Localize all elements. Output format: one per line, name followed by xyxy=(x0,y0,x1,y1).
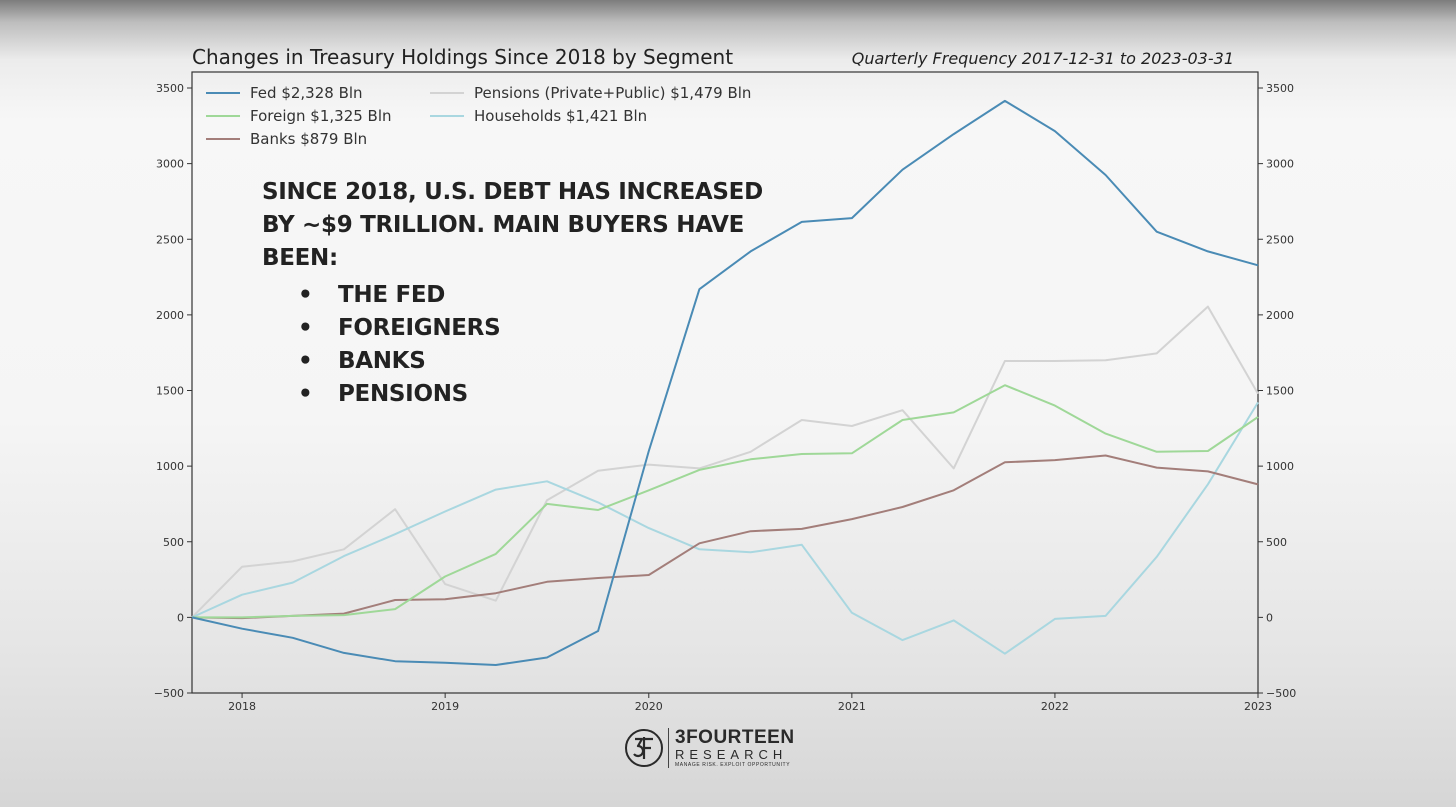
callout-headline: SINCE 2018, U.S. DEBT HAS INCREASED BY ~… xyxy=(262,179,763,271)
callout-bullet-foreigners: FOREIGNERS xyxy=(298,312,782,345)
y-tick-label-right: 1000 xyxy=(1266,460,1294,473)
y-tick-label-right: 3500 xyxy=(1266,82,1294,95)
x-tick-label: 2023 xyxy=(1244,700,1272,713)
brand-logo: 3FOURTEEN RESEARCH MANAGE RISK. EXPLOIT … xyxy=(624,728,795,768)
y-tick-label-right: 2500 xyxy=(1266,233,1294,246)
y-tick-label-left: 1500 xyxy=(156,385,184,398)
y-tick-label-right: 2000 xyxy=(1266,309,1294,322)
callout-bullet-fed: THE FED xyxy=(298,279,782,312)
y-tick-label-right: 3000 xyxy=(1266,158,1294,171)
callout-bullet-banks: BANKS xyxy=(298,345,782,378)
brand-logo-icon xyxy=(625,729,663,767)
legend-swatch-fed xyxy=(206,92,240,94)
legend-item-pensions: Pensions (Private+Public) $1,479 Bln xyxy=(430,84,751,102)
y-tick-label-left: 500 xyxy=(163,536,184,549)
y-tick-label-left: 3000 xyxy=(156,158,184,171)
y-tick-label-left: 1000 xyxy=(156,460,184,473)
legend-label-households: Households $1,421 Bln xyxy=(474,107,648,125)
axes-layer: −500 −500 0 0 500 500 1000 1000 1500 1500 2000 2000… xyxy=(154,71,1296,713)
legend-label-pensions: Pensions (Private+Public) $1,479 Bln xyxy=(474,84,752,102)
brand-logo-text: 3FOURTEEN RESEARCH MANAGE RISK. EXPLOIT … xyxy=(675,728,795,768)
chart-subtitle: Quarterly Frequency 2017-12-31 to 2023-0… xyxy=(851,49,1234,68)
legend-swatch-households xyxy=(430,115,464,117)
brand-logo-separator xyxy=(668,728,669,768)
legend-swatch-pensions xyxy=(430,92,464,94)
series-line-3 xyxy=(191,305,1259,619)
series-line-0 xyxy=(191,99,1259,666)
x-tick-label: 2022 xyxy=(1041,700,1069,713)
y-tick-label-left: 0 xyxy=(177,611,184,624)
legend-label-banks: Banks $879 Bln xyxy=(250,130,368,148)
series-line-1 xyxy=(192,384,1259,619)
legend-label-foreign: Foreign $1,325 Bln xyxy=(250,107,392,125)
brand-tagline: MANAGE RISK. EXPLOIT OPPORTUNITY xyxy=(675,762,791,768)
x-tick-label: 2019 xyxy=(431,700,459,713)
callout-bullet-list: THE FED FOREIGNERS BANKS PENSIONS xyxy=(262,279,782,411)
legend-swatch-foreign xyxy=(206,115,240,117)
y-tick-label-left: 2500 xyxy=(156,233,184,246)
y-tick-label-right: −500 xyxy=(1266,687,1296,700)
series-line-2 xyxy=(191,454,1259,620)
brand-sub: RESEARCH xyxy=(675,747,788,762)
chart-title: Changes in Treasury Holdings Since 2018 … xyxy=(192,45,734,69)
plot-frame xyxy=(191,71,1259,694)
x-tick-label: 2021 xyxy=(838,700,866,713)
series-layer xyxy=(191,99,1259,666)
y-tick-label-left: 2000 xyxy=(156,309,184,322)
callout-box: SINCE 2018, U.S. DEBT HAS INCREASED BY ~… xyxy=(262,176,782,411)
legend-item-foreign: Foreign $1,325 Bln xyxy=(206,107,392,125)
legend-label-fed: Fed $2,328 Bln xyxy=(250,84,363,102)
callout-bullet-pensions: PENSIONS xyxy=(298,378,782,411)
legend-item-banks: Banks $879 Bln xyxy=(206,130,367,148)
brand-name: 3FOURTEEN xyxy=(675,727,795,748)
y-tick-label-right: 500 xyxy=(1266,536,1287,549)
y-tick-label-left: 3500 xyxy=(156,82,184,95)
legend-item-fed: Fed $2,328 Bln xyxy=(206,84,363,102)
legend-swatch-banks xyxy=(206,138,240,140)
y-tick-label-right: 1500 xyxy=(1266,385,1294,398)
legend-item-households: Households $1,421 Bln xyxy=(430,107,647,125)
series-line-4 xyxy=(191,401,1259,655)
x-tick-label: 2020 xyxy=(635,700,663,713)
y-tick-label-right: 0 xyxy=(1266,611,1273,624)
y-tick-label-left: −500 xyxy=(154,687,184,700)
x-tick-label: 2018 xyxy=(228,700,256,713)
